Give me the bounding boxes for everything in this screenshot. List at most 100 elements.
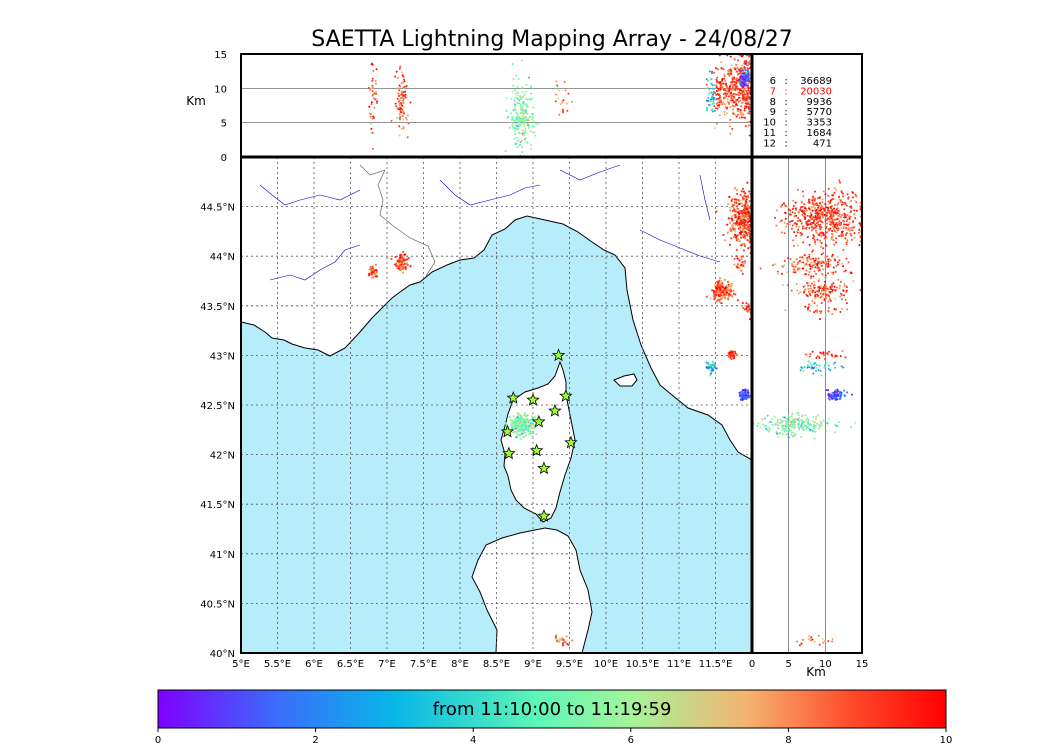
altitude-lightning-source: [374, 82, 377, 85]
altitude-lightning-source: [746, 66, 749, 69]
altitude-lightning-source: [741, 96, 744, 99]
map-lightning-source: [735, 353, 739, 357]
altitude-lightning-source: [505, 109, 508, 112]
altitude-lightning-source: [825, 430, 828, 433]
altitude-lightning-source: [820, 204, 823, 207]
map-lightning-source: [531, 435, 534, 438]
altitude-lightning-source: [554, 100, 557, 103]
altitude-lightning-source: [834, 204, 837, 207]
altitude-lightning-source: [820, 272, 823, 275]
map-lightning-source: [399, 256, 402, 259]
altitude-lightning-source: [516, 102, 519, 105]
altitude-lightning-source: [814, 223, 817, 226]
altitude-lightning-source: [836, 261, 839, 264]
altitude-lightning-source: [800, 425, 803, 428]
altitude-lightning-source: [802, 215, 805, 218]
altitude-lightning-source: [566, 109, 569, 112]
altitude-lightning-source: [810, 258, 813, 261]
altitude-lightning-source: [776, 270, 779, 273]
altitude-lightning-source: [806, 425, 809, 428]
right-altitude-axis-label: Km: [806, 665, 826, 679]
altitude-lightning-source: [567, 92, 570, 95]
altitude-lightning-source: [514, 143, 517, 146]
altitude-lightning-source: [829, 291, 832, 294]
altitude-lightning-source: [731, 78, 734, 81]
altitude-lightning-source: [786, 271, 789, 274]
altitude-lightning-source: [372, 69, 375, 72]
map-lightning-source: [727, 352, 730, 355]
altitude-lightning-source: [741, 84, 744, 87]
altitude-lightning-source: [827, 417, 830, 420]
altitude-lightning-source: [838, 179, 841, 182]
altitude-lightning-source: [831, 225, 834, 228]
altitude-lightning-source: [841, 214, 844, 217]
map-lightning-source: [732, 222, 735, 225]
altitude-lightning-source: [819, 370, 822, 373]
altitude-lightning-source: [807, 418, 810, 421]
altitude-lightning-source: [814, 212, 817, 215]
altitude-lightning-source: [846, 213, 849, 216]
altitude-lightning-source: [818, 225, 821, 228]
map-lightning-source: [742, 233, 745, 236]
altitude-lightning-source: [748, 134, 751, 137]
altitude-lightning-source: [561, 101, 564, 104]
altitude-lightning-source: [738, 69, 741, 72]
map-lightning-source: [406, 263, 409, 267]
altitude-lightning-source: [730, 71, 733, 74]
river: [259, 184, 361, 206]
altitude-lightning-source: [529, 130, 532, 133]
altitude-lightning-source: [510, 118, 513, 121]
altitude-lightning-source: [798, 259, 801, 262]
altitude-lightning-source: [514, 128, 517, 131]
map-lightning-source: [571, 639, 574, 642]
altitude-lightning-source: [718, 93, 721, 96]
altitude-lightning-source: [829, 200, 832, 203]
altitude-lightning-source: [811, 366, 814, 369]
altitude-lightning-source: [816, 263, 819, 266]
altitude-lightning-source: [730, 92, 733, 95]
altitude-lightning-source: [397, 108, 400, 111]
altitude-lightning-source: [816, 215, 819, 218]
altitude-lightning-source: [741, 98, 744, 101]
map-lightning-source: [735, 248, 738, 251]
map-lightning-source: [720, 284, 723, 287]
altitude-lightning-source: [827, 294, 830, 297]
altitude-lightning-source: [807, 273, 810, 276]
map-lightning-source: [738, 199, 741, 202]
altitude-lightning-source: [842, 203, 845, 206]
map-lightning-source: [731, 225, 734, 228]
map-lightning-source: [398, 264, 402, 267]
map-lightning-source: [746, 181, 749, 184]
altitude-lightning-source: [514, 92, 517, 95]
map-lightning-source: [712, 368, 715, 372]
altitude-lightning-source: [845, 241, 848, 244]
altitude-lightning-source: [373, 92, 376, 95]
altitude-lightning-source: [510, 112, 513, 115]
map-lightning-source: [748, 229, 751, 232]
altitude-lightning-source: [822, 285, 825, 288]
altitude-lightning-source: [794, 201, 797, 204]
altitude-lightning-source: [371, 79, 374, 82]
border: [359, 164, 386, 176]
colorbar-tick-label: 10: [940, 735, 953, 746]
altitude-lightning-source: [836, 391, 839, 394]
map-lightning-source: [734, 352, 737, 355]
map-lightning-source: [522, 418, 526, 422]
altitude-lightning-source: [747, 75, 750, 78]
altitude-lightning-source: [401, 115, 404, 118]
altitude-lightning-source: [525, 116, 528, 119]
altitude-lightning-source: [811, 250, 814, 253]
altitude-lightning-source: [535, 122, 538, 125]
altitude-lightning-source: [786, 222, 789, 225]
altitude-lightning-source: [796, 289, 799, 292]
map-lightning-source: [739, 227, 742, 230]
map-lightning-source: [729, 227, 732, 230]
altitude-lightning-source: [832, 362, 835, 365]
altitude-lightning-source: [401, 74, 404, 77]
altitude-lightning-source: [843, 282, 846, 285]
map-lightning-source: [718, 277, 721, 281]
altitude-lightning-source: [728, 85, 731, 88]
altitude-lightning-source: [811, 209, 814, 212]
map-lightning-source: [396, 264, 400, 268]
altitude-lightning-source: [850, 393, 853, 396]
